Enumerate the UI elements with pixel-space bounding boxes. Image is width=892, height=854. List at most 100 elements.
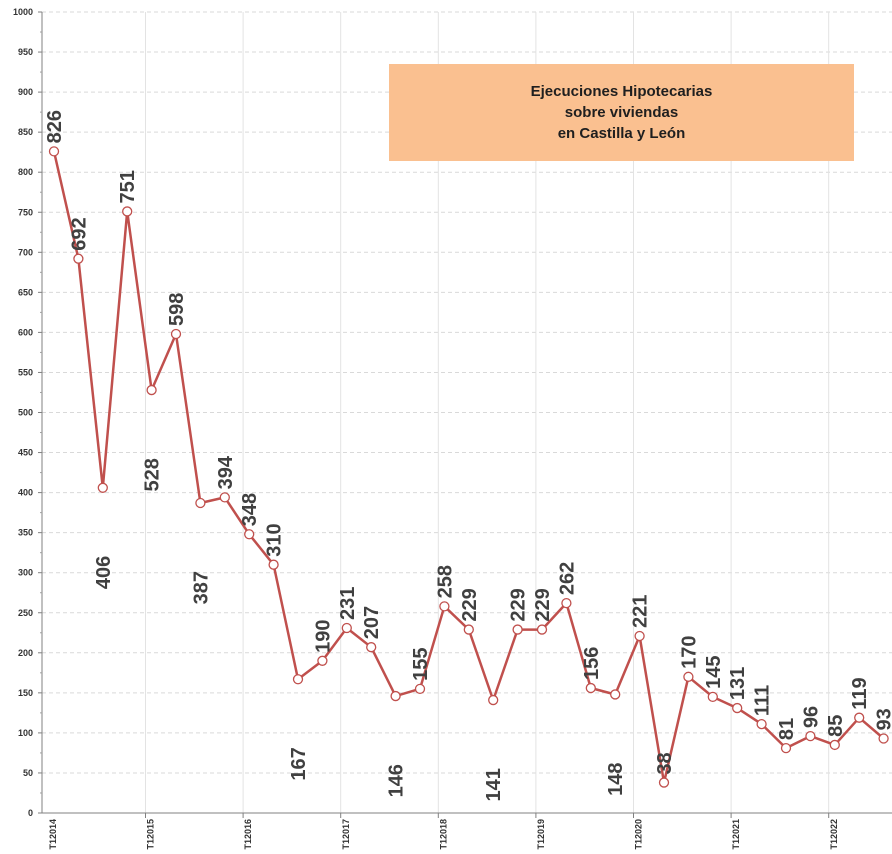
x-tick-label: T12022 xyxy=(829,819,839,850)
data-point xyxy=(439,601,450,612)
chart-title-line-3: en Castilla y León xyxy=(557,125,686,142)
data-point xyxy=(219,492,230,503)
y-tick-label: 400 xyxy=(18,488,33,498)
data-point xyxy=(366,642,377,653)
data-point xyxy=(658,777,670,788)
data-point xyxy=(195,497,206,509)
y-tick-label: 950 xyxy=(18,47,33,57)
data-label: 119 xyxy=(849,677,871,709)
data-labels: 8266924067515285983873943483101671902312… xyxy=(44,110,892,801)
data-point xyxy=(610,689,621,700)
data-label: 598 xyxy=(166,293,188,326)
y-tick-label: 900 xyxy=(18,87,33,97)
data-label: 258 xyxy=(434,565,456,598)
data-point xyxy=(292,674,304,685)
data-point xyxy=(585,682,596,694)
x-tick-label: T12021 xyxy=(731,819,741,850)
data-point xyxy=(146,384,157,396)
x-tick-label: T12019 xyxy=(536,819,546,850)
data-label: 167 xyxy=(288,747,310,780)
y-tick-label: 450 xyxy=(18,448,33,458)
x-tick-label: T12015 xyxy=(146,819,156,850)
x-tick-label: T12020 xyxy=(634,819,644,850)
x-tick-label: T12017 xyxy=(341,819,351,850)
data-label: 387 xyxy=(190,571,212,604)
data-point xyxy=(854,712,865,723)
x-tick-label: T12014 xyxy=(48,819,58,850)
data-label: 146 xyxy=(386,764,408,797)
data-label: 310 xyxy=(264,523,286,556)
data-point xyxy=(341,622,352,634)
y-tick-label: 700 xyxy=(18,247,33,257)
data-label: 348 xyxy=(239,493,261,526)
data-label: 96 xyxy=(800,706,822,728)
y-tick-label: 150 xyxy=(18,688,33,698)
data-label: 145 xyxy=(703,655,725,688)
data-label: 751 xyxy=(117,170,139,203)
y-axis-ticks: 0 50 100 150 200 250 300 350 400 450 500 550 600 650 7… xyxy=(13,7,42,818)
y-tick-label: 600 xyxy=(18,327,33,337)
data-label: 262 xyxy=(556,562,578,595)
data-point xyxy=(390,690,401,702)
data-point xyxy=(732,702,743,714)
data-point xyxy=(268,559,279,570)
y-tick-label: 50 xyxy=(23,768,33,778)
x-tick-label: T12018 xyxy=(438,819,448,850)
y-tick-label: 100 xyxy=(18,728,33,738)
data-label: 826 xyxy=(44,110,66,143)
data-point xyxy=(170,328,182,340)
data-point xyxy=(512,624,523,635)
data-label: 229 xyxy=(508,588,530,621)
data-label: 221 xyxy=(630,595,652,628)
data-label: 229 xyxy=(459,588,481,621)
data-point xyxy=(683,671,694,682)
data-point xyxy=(536,624,548,635)
data-label: 38 xyxy=(654,752,676,774)
data-label: 229 xyxy=(532,588,554,621)
data-points xyxy=(48,146,889,788)
data-point xyxy=(244,529,255,540)
data-point xyxy=(805,730,816,742)
data-label: 190 xyxy=(312,619,334,652)
data-label: 406 xyxy=(93,556,115,589)
y-tick-label: 800 xyxy=(18,167,33,177)
data-label: 207 xyxy=(361,606,383,639)
y-tick-label: 650 xyxy=(18,287,33,297)
data-label: 131 xyxy=(727,667,749,700)
data-label: 528 xyxy=(142,458,164,491)
data-label: 170 xyxy=(678,635,700,668)
y-tick-label: 0 xyxy=(28,808,33,818)
y-tick-label: 1000 xyxy=(13,7,33,17)
chart-title: Ejecuciones Hipotecarias sobre viviendas… xyxy=(389,64,854,161)
data-label: 155 xyxy=(410,647,432,680)
y-tick-label: 200 xyxy=(18,648,33,658)
y-tick-label: 250 xyxy=(18,608,33,618)
chart-title-line-1: Ejecuciones Hipotecarias xyxy=(530,83,713,100)
data-point xyxy=(756,718,767,730)
data-point xyxy=(634,630,645,642)
data-point xyxy=(73,253,84,264)
data-label: 85 xyxy=(825,715,847,737)
data-point xyxy=(97,482,108,493)
data-point xyxy=(317,655,328,666)
data-point xyxy=(829,739,840,751)
data-point xyxy=(878,733,889,744)
data-label: 394 xyxy=(215,455,237,489)
data-label: 231 xyxy=(337,587,359,620)
data-point xyxy=(414,683,426,694)
data-point xyxy=(122,206,133,217)
data-label: 692 xyxy=(68,217,90,250)
data-point xyxy=(463,624,474,635)
y-tick-label: 550 xyxy=(18,367,33,377)
chart-title-line-2: sobre viviendas xyxy=(564,104,679,121)
data-label: 81 xyxy=(776,718,798,740)
y-tick-label: 850 xyxy=(18,127,33,137)
data-point xyxy=(780,742,792,754)
data-point xyxy=(48,146,60,157)
data-label: 148 xyxy=(605,762,627,795)
y-tick-label: 300 xyxy=(18,568,33,578)
data-label: 141 xyxy=(483,768,505,801)
y-tick-label: 350 xyxy=(18,528,33,538)
y-tick-label: 500 xyxy=(18,408,33,418)
data-point xyxy=(707,691,718,703)
